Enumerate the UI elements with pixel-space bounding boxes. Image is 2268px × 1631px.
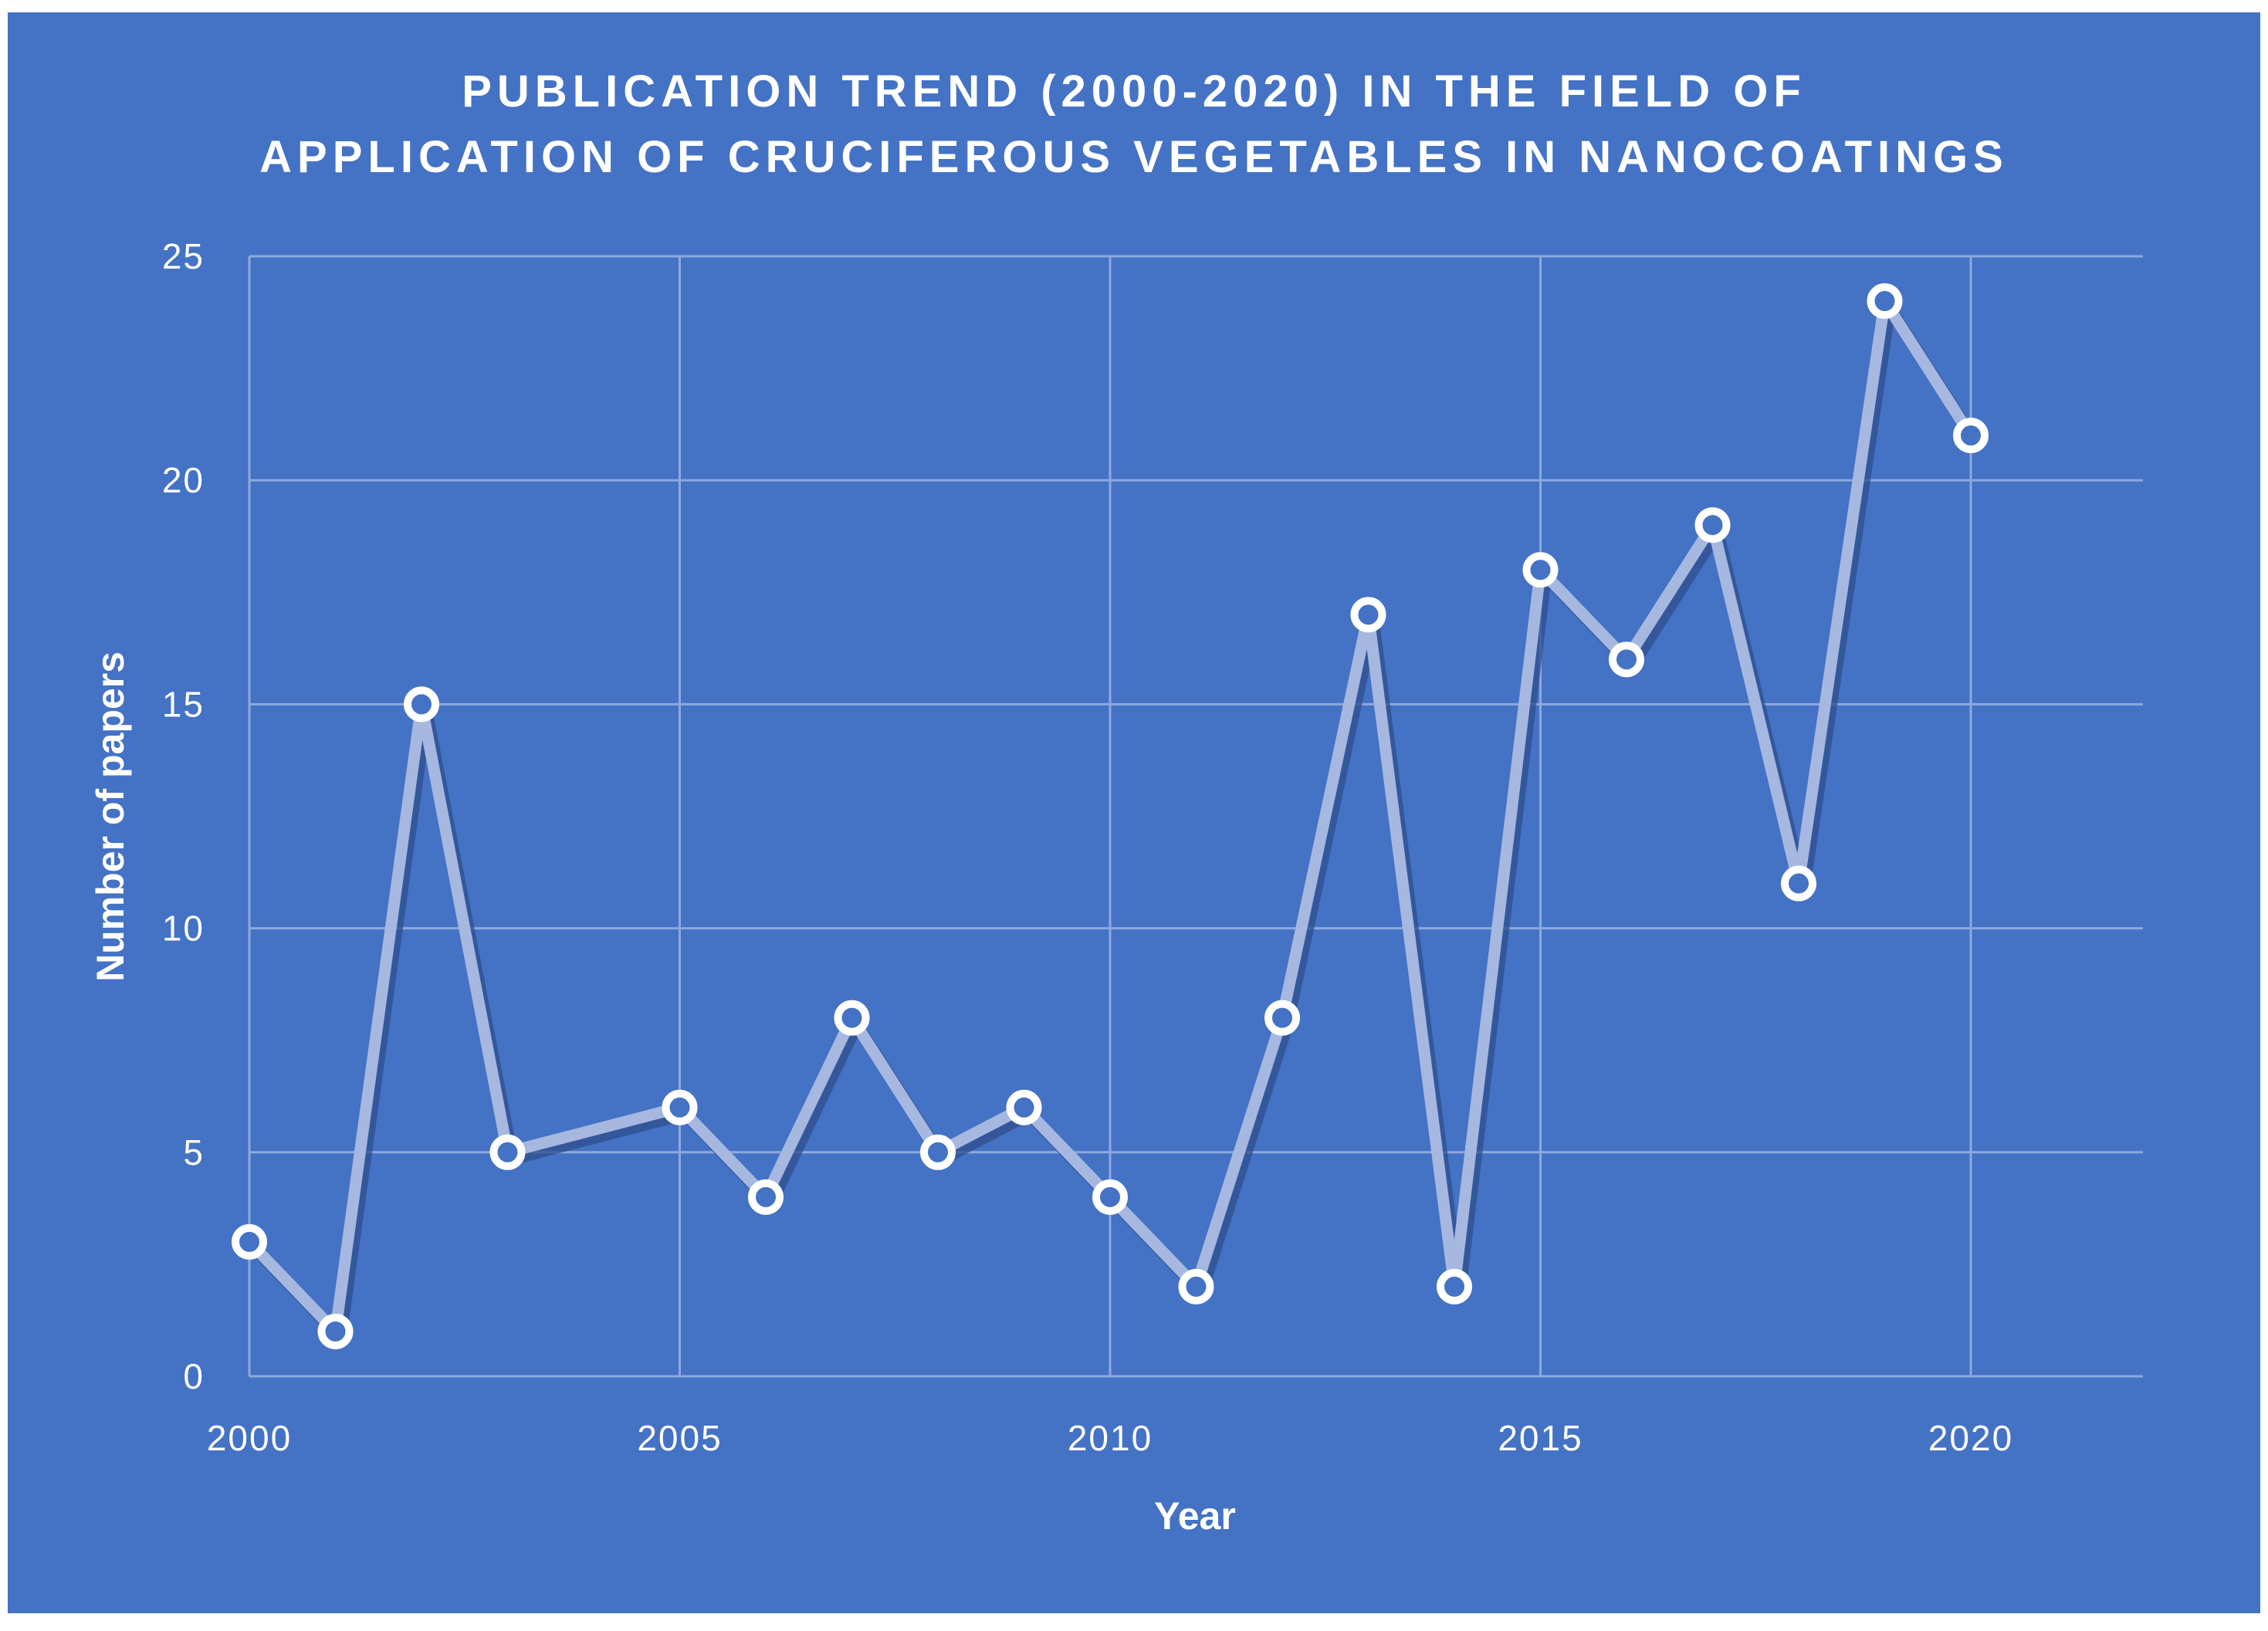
data-point-2020 [1953,418,1989,454]
y-tick-label: 5 [183,1132,205,1172]
data-series [243,295,1982,1345]
data-point-2006 [748,1179,784,1215]
data-point-2015 [1522,552,1559,588]
y-tick-label: 0 [183,1356,205,1396]
x-tick-label: 2020 [1928,1418,2013,1458]
data-point-2009 [1006,1089,1042,1125]
y-tick-label: 15 [162,684,205,724]
data-point-2019 [1867,283,1903,320]
series-line [243,295,1977,1338]
data-point-2017 [1694,507,1731,543]
x-axis-title: Year [1154,1494,1236,1538]
data-point-2005 [662,1089,698,1125]
data-markers [232,283,1989,1349]
y-axis-tick-labels: 0 5 10 15 20 25 [162,236,205,1396]
data-point-2010 [1092,1179,1128,1215]
data-point-2012 [1264,1000,1300,1036]
data-point-2001 [317,1313,354,1349]
data-point-2018 [1781,865,1816,902]
y-tick-label: 10 [162,909,205,949]
chart-title-line-1: PUBLICATION TREND (2000-2020) IN THE FIE… [462,66,1806,117]
x-tick-label: 2000 [207,1418,292,1458]
x-axis-tick-labels: 2000 2005 2010 2015 2020 [207,1418,2013,1458]
data-point-2008 [920,1134,956,1170]
y-axis-title: Number of papers [89,651,132,982]
data-point-2013 [1350,597,1386,633]
y-tick-label: 25 [162,236,205,276]
chart-title: PUBLICATION TREND (2000-2020) IN THE FIE… [259,66,2009,182]
x-tick-label: 2015 [1498,1418,1583,1458]
chart-background [8,12,2260,1613]
data-point-2011 [1178,1268,1214,1304]
y-tick-label: 20 [162,460,205,500]
data-point-2002 [404,686,439,722]
data-point-2016 [1609,641,1644,678]
data-point-2007 [834,1000,870,1036]
data-point-2003 [489,1134,526,1170]
data-point-2014 [1437,1268,1472,1304]
x-tick-label: 2010 [1068,1418,1153,1458]
x-tick-label: 2005 [637,1418,722,1458]
chart-title-line-2: APPLICATION OF CRUCIFEROUS VEGETABLES IN… [259,132,2009,182]
data-point-2000 [232,1223,267,1260]
